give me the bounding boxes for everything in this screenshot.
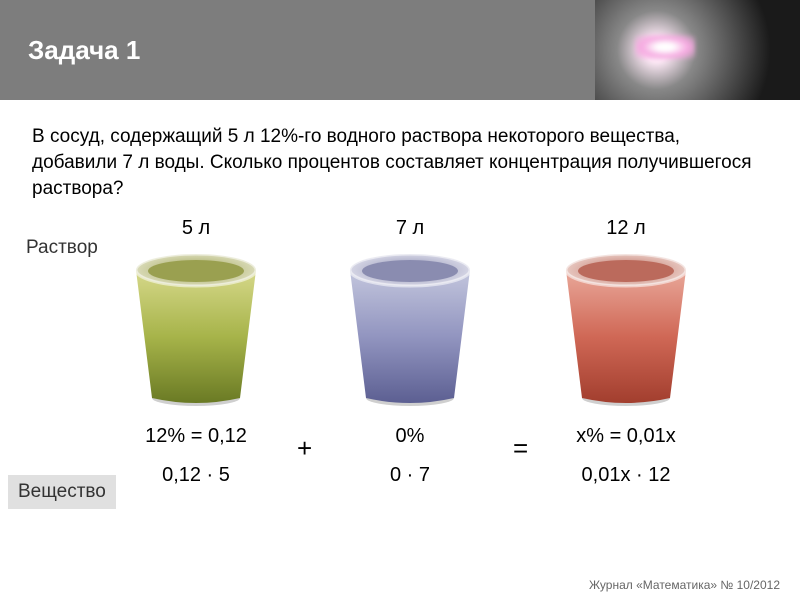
cup-1-icon <box>126 248 266 408</box>
cup-2-volume: 7 л <box>340 217 480 240</box>
cup-3: 12 л x% = 0,01x 0,01x · 12 <box>556 217 696 487</box>
cup-1-volume: 5 л <box>126 217 266 240</box>
cup-2-calc: 0 · 7 <box>340 464 480 487</box>
cup-1: 5 л 12% = 0,12 0,12 · 5 <box>126 217 266 487</box>
cup-3-icon <box>556 248 696 408</box>
operator-plus: + <box>297 433 312 464</box>
footer-citation: Журнал «Математика» № 10/2012 <box>589 578 780 592</box>
glow-effect <box>635 35 695 59</box>
cup-2-icon <box>340 248 480 408</box>
cup-1-calc: 0,12 · 5 <box>126 464 266 487</box>
cup-3-calc: 0,01x · 12 <box>556 464 696 487</box>
problem-statement: В сосуд, содержащий 5 л 12%-го водного р… <box>0 100 800 217</box>
header: Задача 1 <box>0 0 800 100</box>
operator-equals: = <box>513 433 528 464</box>
title-area: Задача 1 <box>0 0 595 100</box>
decorative-image <box>595 0 800 100</box>
page-title: Задача 1 <box>28 35 140 66</box>
label-solution: Раствор <box>26 237 98 259</box>
cup-2-percent: 0% <box>340 425 480 448</box>
cup-3-percent: x% = 0,01x <box>556 425 696 448</box>
label-substance: Вещество <box>8 475 116 509</box>
cup-2: 7 л 0% 0 · 7 <box>340 217 480 487</box>
cup-3-volume: 12 л <box>556 217 696 240</box>
diagram-area: Раствор Вещество + = 5 л 12% <box>0 217 800 557</box>
cup-1-percent: 12% = 0,12 <box>126 425 266 448</box>
